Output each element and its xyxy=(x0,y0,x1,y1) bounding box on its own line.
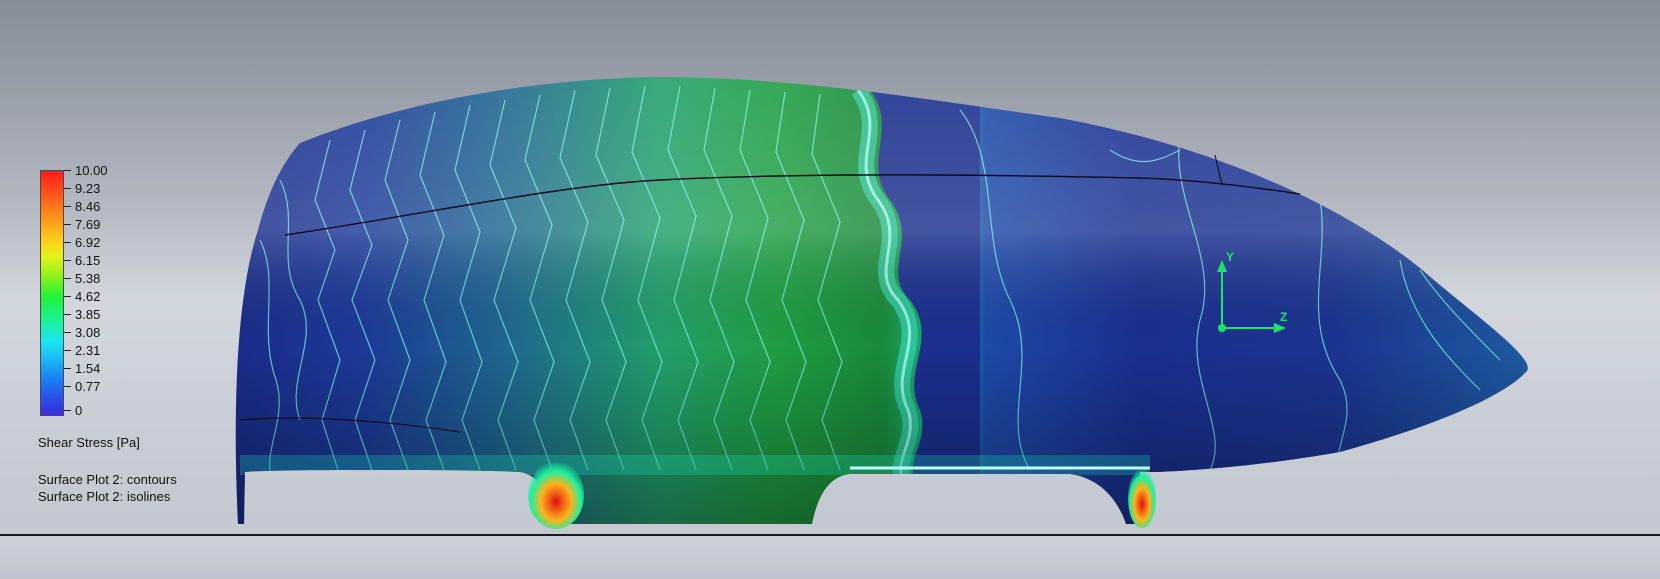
panel-line-lower xyxy=(239,417,461,433)
legend-tick-label: 6.92 xyxy=(75,234,101,250)
legend-tick-label: 2.31 xyxy=(75,342,101,358)
legend-tick: 0.77 xyxy=(64,378,101,394)
legend-tick-label: 7.69 xyxy=(75,216,101,232)
legend-tick: 0 xyxy=(64,402,83,418)
legend-tick: 6.15 xyxy=(64,252,101,268)
panel-line-seam xyxy=(1214,154,1223,186)
panel-line-upper xyxy=(284,174,1301,236)
legend-tick-label: 8.46 xyxy=(75,198,101,214)
ground-line xyxy=(0,534,1660,536)
triad-axes-icon xyxy=(1217,260,1286,333)
legend-tick: 1.54 xyxy=(64,360,101,376)
hotspot-front-wheel xyxy=(528,461,584,529)
legend-tick-label: 10.00 xyxy=(75,162,108,178)
legend-tick-label: 0 xyxy=(75,402,83,418)
legend-tick-label: 6.15 xyxy=(75,252,101,268)
legend-tick-label: 9.23 xyxy=(75,180,101,196)
legend-tick: 3.85 xyxy=(64,306,101,322)
legend-tick: 6.92 xyxy=(64,234,101,250)
color-legend: 10.00 9.23 8.46 7.69 6.92 6.15 5.38 4.62… xyxy=(38,163,258,508)
legend-tick: 9.23 xyxy=(64,180,101,196)
axis-label-z: Z xyxy=(1280,310,1288,324)
legend-tick-label: 0.77 xyxy=(75,378,101,394)
legend-color-bar xyxy=(40,170,64,416)
legend-tick-label: 4.62 xyxy=(75,288,101,304)
floor-plane xyxy=(0,536,1660,579)
legend-tick: 10.00 xyxy=(64,162,108,178)
legend-tick: 7.69 xyxy=(64,216,101,232)
surface-plot-isolines-label: Surface Plot 2: isolines xyxy=(38,489,171,504)
surface-plot-contours-label: Surface Plot 2: contours xyxy=(38,472,177,487)
legend-tick: 3.08 xyxy=(64,324,101,340)
lower-skirt-contours xyxy=(240,455,1150,475)
legend-tick: 8.46 xyxy=(64,198,101,214)
hotspot-rear-wheel xyxy=(1128,468,1156,528)
axis-label-y: Y xyxy=(1226,250,1235,264)
legend-tick-label: 3.08 xyxy=(75,324,101,340)
legend-tick-label: 5.38 xyxy=(75,270,101,286)
coordinate-triad: Y Z xyxy=(1200,250,1290,340)
legend-tick: 4.62 xyxy=(64,288,101,304)
legend-tick-label: 1.54 xyxy=(75,360,101,376)
legend-title: Shear Stress [Pa] xyxy=(38,435,140,450)
legend-tick-label: 3.85 xyxy=(75,306,101,322)
legend-tick: 5.38 xyxy=(64,270,101,286)
legend-tick: 2.31 xyxy=(64,342,101,358)
